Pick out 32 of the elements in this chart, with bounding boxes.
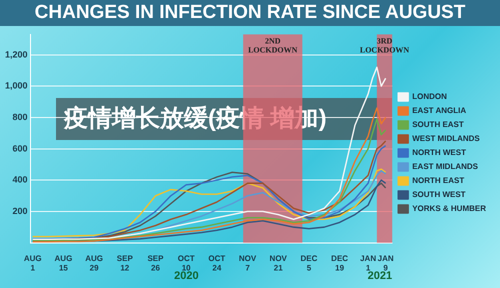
y-tick-label: 1,200 (4, 49, 28, 60)
x-tick-label: SEP 26 (147, 254, 164, 272)
chart-title: CHANGES IN INFECTION RATE SINCE AUGUST (0, 0, 500, 26)
y-tick-label: 800 (12, 112, 28, 122)
text: 2021 (368, 270, 392, 282)
x-tick-label: OCT 24 (208, 254, 226, 272)
legend-label: SOUTH WEST (412, 190, 466, 200)
band-label: 2ND LOCKDOWN (248, 36, 298, 54)
y-tick-label: 600 (12, 143, 28, 154)
legend-label: SOUTH EAST (412, 120, 464, 130)
x-tick-label: AUG 29 (85, 254, 103, 272)
x-tick-label: OCT 10 (178, 254, 195, 272)
legend-label: NORTH EAST (412, 176, 464, 186)
y-tick-label: 1,000 (4, 80, 28, 91)
x-tick-label: AUG 15 (54, 254, 72, 272)
legend-label: NORTH WEST (412, 148, 466, 158)
y-tick-label: 200 (12, 206, 28, 216)
x-tick-label: AUG 1 (24, 254, 42, 272)
x-tick-label: SEP 12 (116, 254, 134, 272)
x-tick-label: NOV 21 (270, 254, 288, 272)
x-tick-label: DEC 5 (300, 254, 318, 272)
legend-label: EAST MIDLANDS (412, 162, 479, 172)
y-tick-label: 400 (12, 174, 28, 185)
text: 2020 (174, 270, 199, 282)
legend-label: WEST MIDLANDS (412, 134, 480, 144)
x-tick-label: JAN 9 (378, 254, 394, 272)
legend-label: YORKS & HUMBER (412, 204, 486, 214)
x-tick-label: JAN 1 (360, 254, 376, 272)
x-tick-label: DEC 19 (331, 254, 348, 272)
legend-label: EAST ANGLIA (412, 106, 466, 116)
x-tick-label: NOV 7 (238, 254, 257, 272)
legend-label: LONDON (412, 92, 448, 102)
